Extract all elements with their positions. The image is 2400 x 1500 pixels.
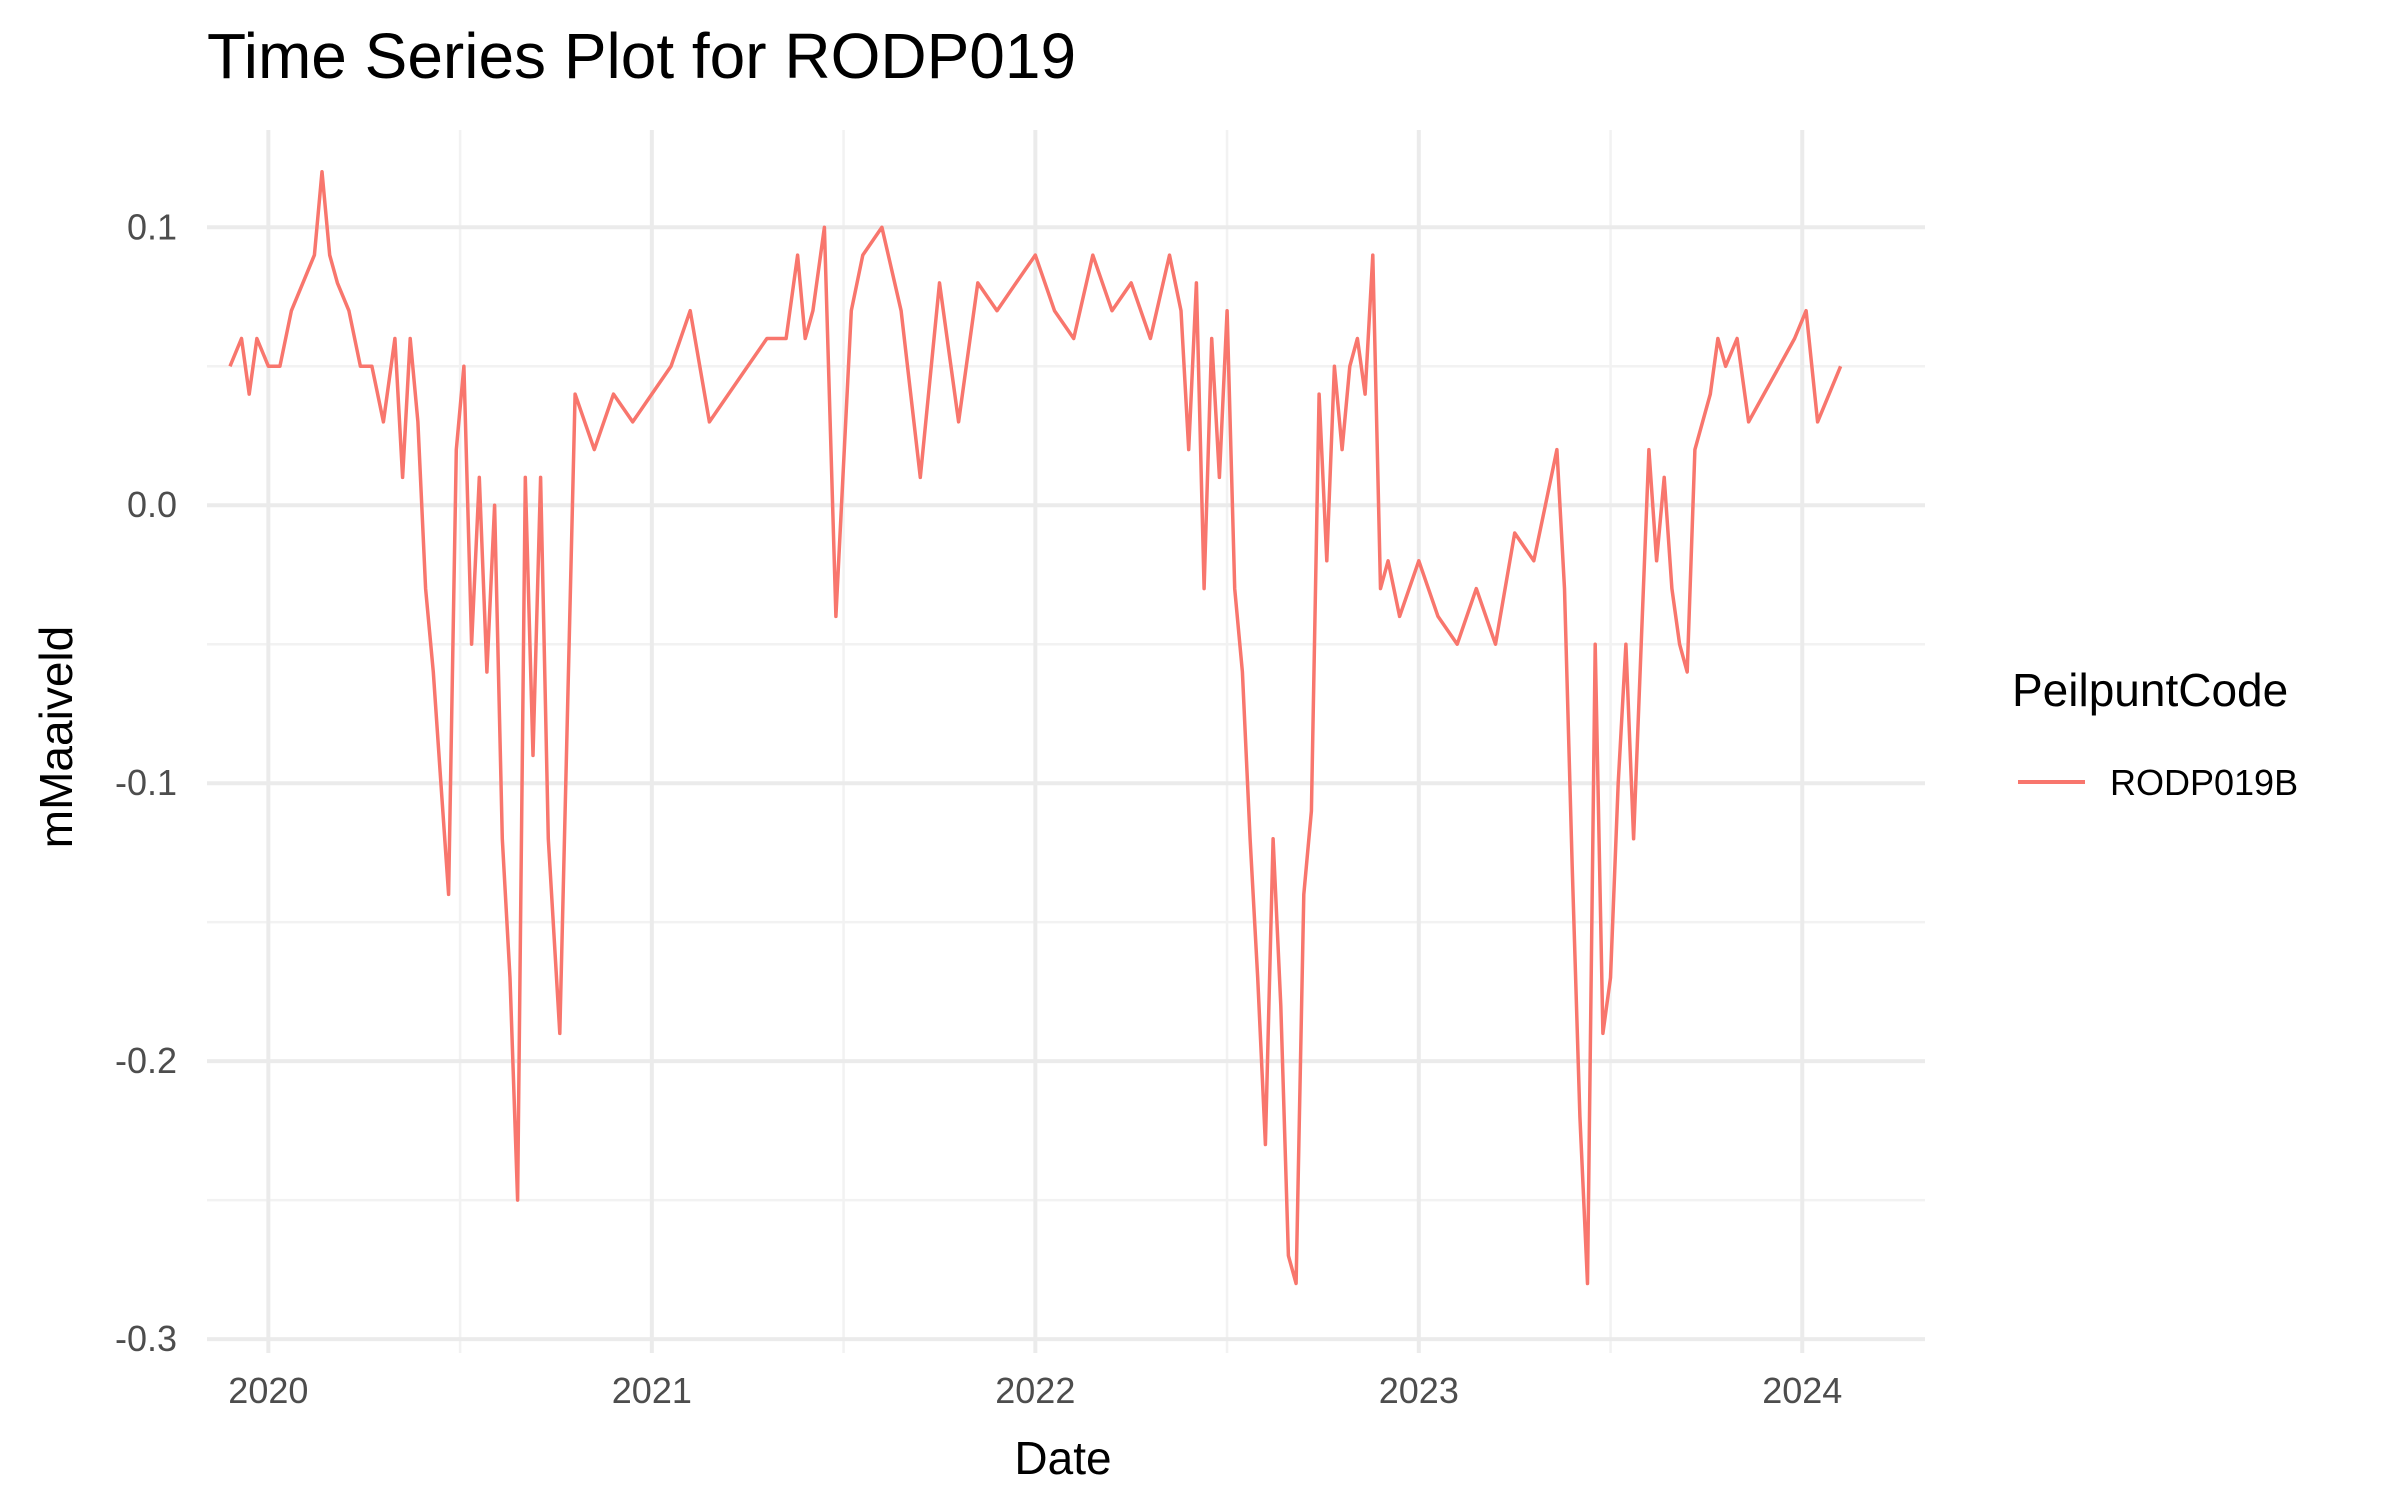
series-layer (228, 169, 1843, 1286)
y-tick-label: -0.1 (115, 762, 177, 803)
x-tick-label: 2024 (1762, 1370, 1842, 1411)
major-gridlines (207, 130, 1925, 1353)
y-tick-label: -0.3 (115, 1318, 177, 1359)
chart-title: Time Series Plot for RODP019 (207, 20, 1076, 92)
x-axis-title: Date (1014, 1432, 1111, 1484)
x-tick-label: 2021 (612, 1370, 692, 1411)
x-tick-label: 2020 (228, 1370, 308, 1411)
legend-title: PeilpuntCode (2012, 664, 2288, 716)
minor-gridlines (207, 130, 1925, 1353)
y-tick-label: 0.1 (127, 206, 177, 247)
x-tick-label: 2022 (995, 1370, 1075, 1411)
legend: PeilpuntCode RODP019B (2012, 664, 2298, 803)
y-axis-title: mMaaiveld (30, 626, 82, 848)
y-axis-tick-labels: -0.3 -0.2 -0.1 0.0 0.1 (115, 206, 177, 1359)
y-tick-label: -0.2 (115, 1040, 177, 1081)
y-tick-label: 0.0 (127, 484, 177, 525)
x-axis-tick-labels: 2020 2021 2022 2023 2024 (228, 1370, 1842, 1411)
x-tick-label: 2023 (1379, 1370, 1459, 1411)
legend-label: RODP019B (2110, 762, 2298, 803)
series-line (228, 169, 1843, 1286)
